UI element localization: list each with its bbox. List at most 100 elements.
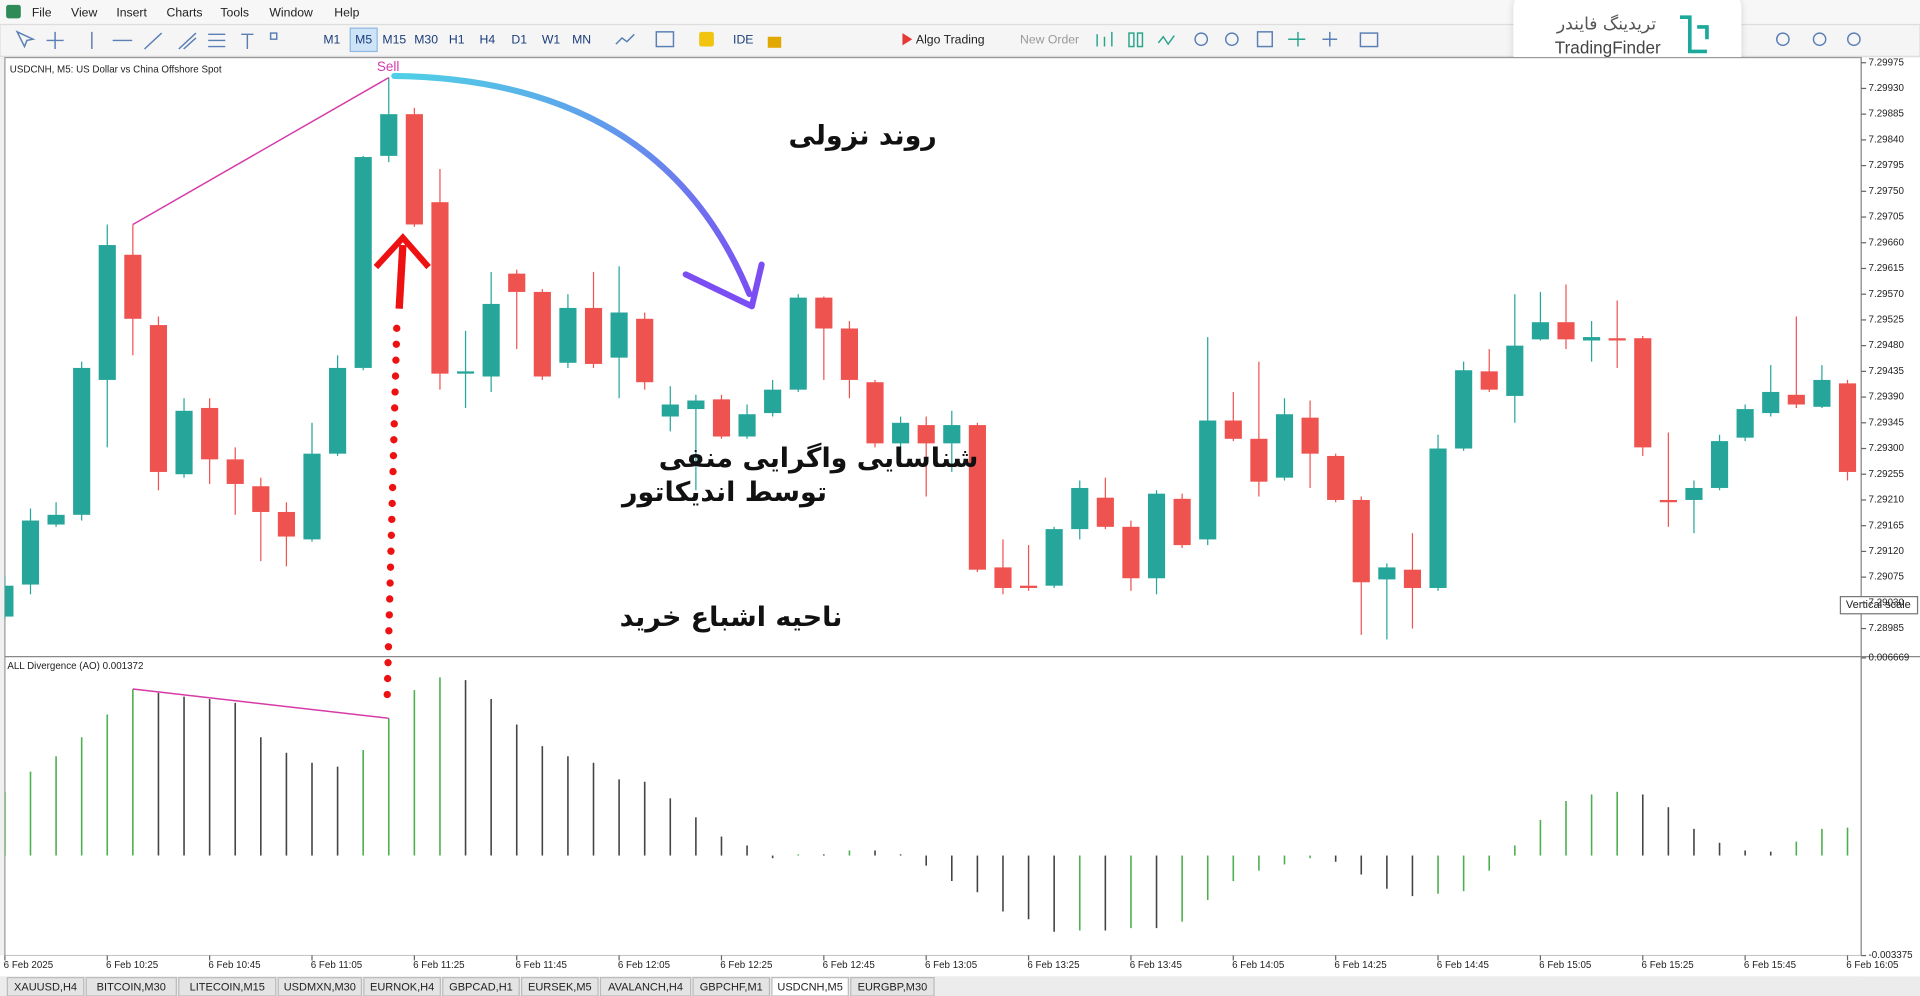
menu-item[interactable]: Charts xyxy=(167,6,203,20)
toolbar-icons xyxy=(15,30,1861,50)
tab[interactable] xyxy=(442,977,520,996)
x-tick-label: 6 Feb 13:05 xyxy=(925,960,978,971)
candle-body xyxy=(559,307,577,363)
candle-body xyxy=(712,399,731,437)
text-icon xyxy=(241,33,254,50)
candle-body xyxy=(1250,438,1268,482)
timeframe-button[interactable]: H4 xyxy=(480,33,496,47)
menu-item[interactable]: Help xyxy=(334,6,359,20)
candle-body xyxy=(1762,391,1780,414)
candle-body xyxy=(866,382,884,444)
timeframe-button[interactable]: MN xyxy=(572,33,591,47)
new-order-button[interactable]: New Order xyxy=(1020,33,1079,47)
candle-body xyxy=(1071,487,1089,530)
settings-icon xyxy=(1847,32,1861,47)
tab[interactable] xyxy=(178,977,277,996)
candles xyxy=(4,77,1857,640)
candle-body xyxy=(892,422,910,444)
timeframe-button[interactable]: D1 xyxy=(511,33,527,47)
candle-body xyxy=(840,328,858,380)
y-tick-label: 7.29570 xyxy=(1869,289,1905,300)
x-tick-label: 6 Feb 10:25 xyxy=(106,960,159,971)
tab-label[interactable]: EURSEK,M5 xyxy=(528,981,592,993)
x-tick-label: 6 Feb 11:45 xyxy=(516,960,568,971)
timeframe-button[interactable]: W1 xyxy=(542,33,561,47)
candle-body xyxy=(1045,529,1063,586)
autoscroll-icon xyxy=(1288,31,1306,47)
divergence-line xyxy=(132,76,390,226)
menu-item[interactable]: View xyxy=(71,6,97,20)
y-tick-label: 7.29120 xyxy=(1869,546,1905,557)
x-tick-label: 6 Feb 14:05 xyxy=(1232,960,1285,971)
x-tick-label: 6 Feb 12:45 xyxy=(823,960,876,971)
menu-item[interactable]: Tools xyxy=(220,6,249,20)
candle-body xyxy=(1378,567,1396,580)
tab[interactable] xyxy=(692,977,771,996)
candle-body xyxy=(482,303,500,377)
x-tick-label: 6 Feb 14:25 xyxy=(1334,960,1387,971)
timeframe-button[interactable]: M5 xyxy=(355,33,372,47)
y-tick-label: 7.29885 xyxy=(1869,109,1905,120)
tab[interactable] xyxy=(850,977,935,996)
menu-item[interactable]: Window xyxy=(269,6,313,20)
tab-label[interactable]: EURNOK,H4 xyxy=(370,981,434,993)
candle-body xyxy=(21,520,40,585)
x-tick-label: 6 Feb 10:45 xyxy=(208,960,261,971)
y-tick-label: 7.29615 xyxy=(1869,263,1905,274)
candle-body xyxy=(1583,337,1601,341)
candle-body xyxy=(1455,370,1473,449)
x-tick-label: 6 Feb 12:05 xyxy=(618,960,671,971)
tab-label[interactable]: LITECOIN,M15 xyxy=(190,981,265,993)
tab-label[interactable]: GBPCAD,H1 xyxy=(449,981,513,993)
candle-body xyxy=(738,414,756,437)
tab-label[interactable]: BITCOIN,M30 xyxy=(97,981,166,993)
y-tick-label: 7.29750 xyxy=(1869,186,1905,197)
tab-label[interactable]: XAUUSD,H4 xyxy=(14,981,77,993)
x-tick-label: 6 Feb 15:25 xyxy=(1642,960,1695,971)
tab[interactable] xyxy=(771,977,849,996)
candle-body xyxy=(1429,448,1447,588)
tab-label[interactable]: EURGBP,M30 xyxy=(858,981,928,993)
sell-label: Sell xyxy=(377,59,399,74)
menu-item[interactable]: File xyxy=(32,6,52,20)
x-tick-label: 6 Feb 12:25 xyxy=(720,960,773,971)
screenshot-icon xyxy=(1359,32,1379,48)
candle-body xyxy=(1147,493,1166,579)
menu-item[interactable]: Insert xyxy=(116,6,147,20)
timeframe-button[interactable]: M15 xyxy=(382,33,406,47)
signal-arrowhead xyxy=(373,233,431,270)
algo-trading-button[interactable]: Algo Trading xyxy=(916,33,985,47)
candle-body xyxy=(1480,371,1498,390)
line-chart-icon xyxy=(1157,35,1175,46)
candle-body xyxy=(354,157,372,368)
candle-body xyxy=(1608,338,1626,341)
depth-icon xyxy=(1096,31,1113,47)
tab[interactable] xyxy=(599,977,692,996)
candle-body xyxy=(1813,379,1831,407)
x-tick-label: 6 Feb 16:05 xyxy=(1846,960,1899,971)
tab[interactable] xyxy=(277,977,363,996)
zoom-out-icon xyxy=(1224,32,1239,47)
timeframe-button[interactable]: M30 xyxy=(414,33,438,47)
candle-body xyxy=(1327,455,1345,500)
candle-body xyxy=(1275,414,1294,478)
tab-label[interactable]: USDMXN,M30 xyxy=(284,981,356,993)
tab-label[interactable]: USDCNH,M5 xyxy=(777,981,842,993)
tab[interactable] xyxy=(6,977,85,996)
candle-body xyxy=(98,245,116,380)
candle-body xyxy=(380,114,398,156)
candle-body xyxy=(1301,417,1319,454)
divergence-line xyxy=(132,688,389,720)
candle-body xyxy=(226,459,244,484)
ide-button[interactable]: IDE xyxy=(733,33,753,47)
tab-label[interactable]: GBPCHF,M1 xyxy=(700,981,763,993)
timeframe-button[interactable]: M1 xyxy=(323,33,340,47)
timeframe-button[interactable]: H1 xyxy=(449,33,465,47)
x-tick-label: 6 Feb 11:05 xyxy=(311,960,363,971)
tab[interactable] xyxy=(363,977,441,996)
y-tick-label: 7.29210 xyxy=(1869,495,1905,506)
downtrend-label: روند نزولی xyxy=(789,121,937,152)
tab-label[interactable]: AVALANCH,H4 xyxy=(608,981,683,993)
tab[interactable] xyxy=(521,977,599,996)
tab[interactable] xyxy=(85,977,177,996)
